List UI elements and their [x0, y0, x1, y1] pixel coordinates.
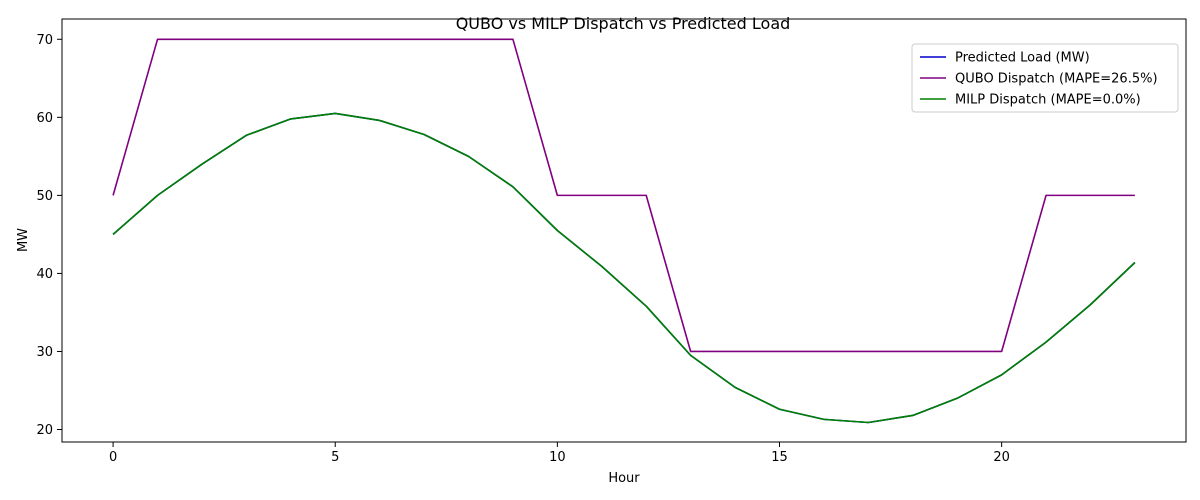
x-tick-label: 20	[993, 450, 1010, 465]
y-tick-label: 30	[36, 345, 53, 360]
x-tick-label: 0	[109, 450, 117, 465]
plot-frame	[61, 18, 1187, 443]
y-axis-label: MW	[16, 228, 31, 252]
plot-area	[61, 18, 1187, 443]
y-tick-label: 50	[36, 189, 53, 204]
x-tick-label: 10	[549, 450, 566, 465]
y-tick-label: 20	[36, 423, 53, 438]
legend-box	[911, 43, 1179, 113]
series-line-qubo-dispatch-mape-26-5	[112, 38, 1135, 353]
chart-title: QUBO vs MILP Dispatch vs Predicted Load	[456, 14, 791, 33]
series-line-predicted-load-mw	[112, 112, 1136, 424]
y-tick-label: 70	[36, 33, 53, 48]
y-axis: 20 30 40 50 60 70	[36, 33, 62, 438]
legend: Predicted Load (MW) QUBO Dispatch (MAPE=2…	[911, 43, 1179, 113]
y-tick-label: 40	[36, 267, 53, 282]
series-lines	[112, 38, 1136, 424]
x-tick-label: 15	[771, 450, 788, 465]
y-tick-label: 60	[36, 111, 53, 126]
x-axis: 0 5 10 15 20	[109, 442, 1010, 465]
x-axis-label: Hour	[608, 471, 640, 486]
x-tick-label: 5	[331, 450, 339, 465]
legend-label: Predicted Load (MW)	[955, 51, 1090, 66]
series-line-milp-dispatch-mape-0-0	[112, 112, 1136, 424]
legend-label: QUBO Dispatch (MAPE=26.5%)	[955, 72, 1158, 87]
legend-label: MILP Dispatch (MAPE=0.0%)	[955, 93, 1141, 108]
